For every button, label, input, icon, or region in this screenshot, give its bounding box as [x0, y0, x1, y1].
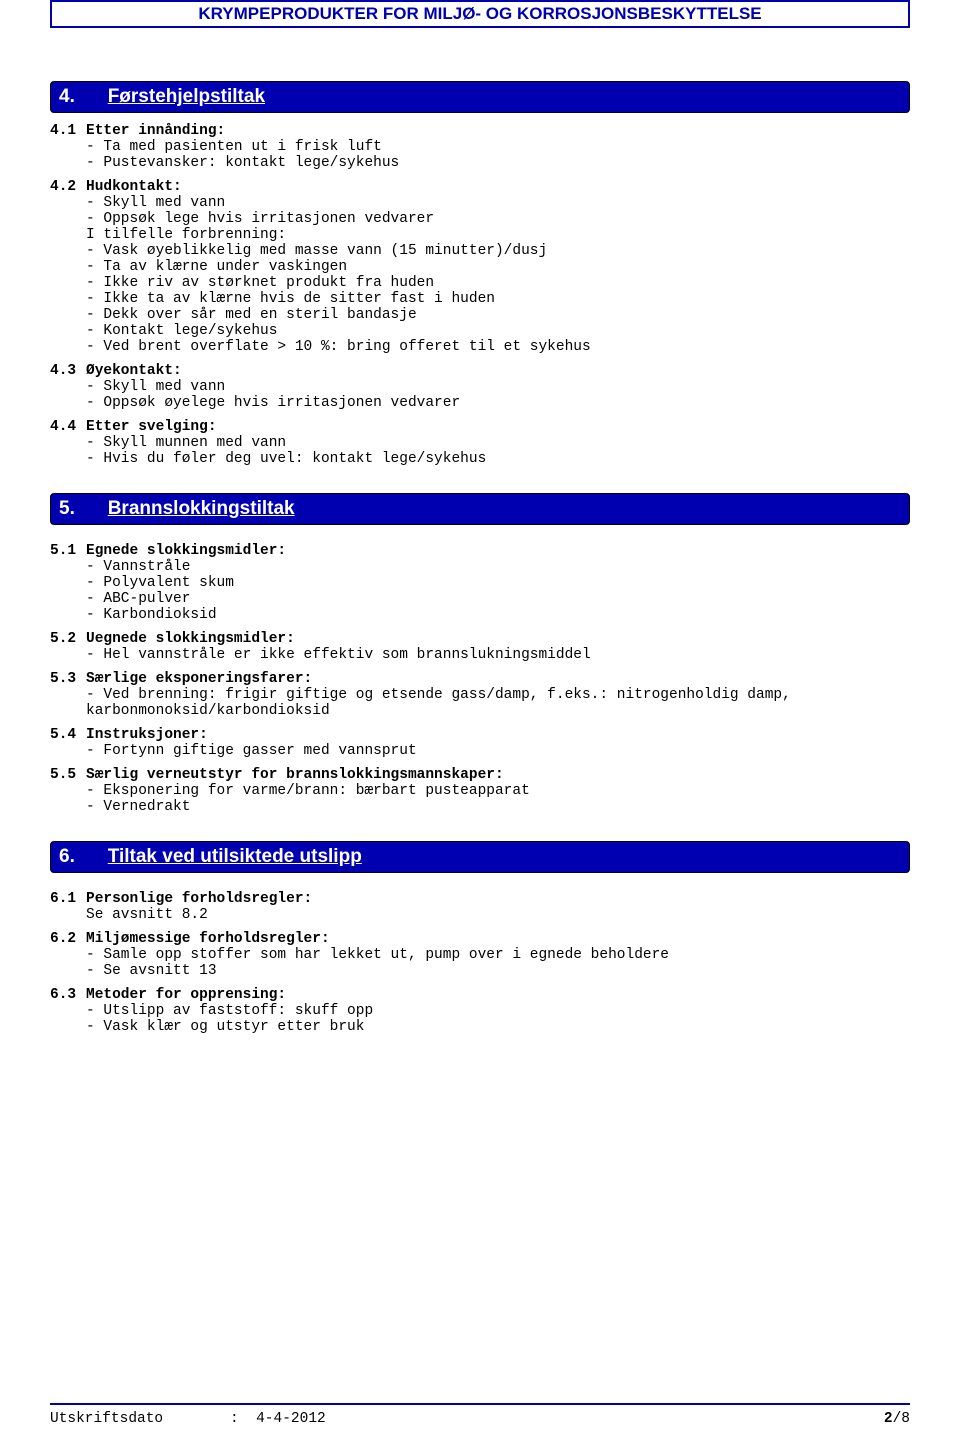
list-item: - Ta med pasienten ut i frisk luft [86, 139, 910, 155]
sub-5-3-num: 5.3 [50, 671, 86, 687]
sub-6-3-label: Metoder for opprensing: [86, 987, 286, 1003]
sub-4-1-label: Etter innånding: [86, 123, 225, 139]
sub-5-5-num: 5.5 [50, 767, 86, 783]
list-item: - ABC-pulver [86, 591, 910, 607]
list-item: - Vannstråle [86, 559, 910, 575]
list-item: - Fortynn giftige gasser med vannsprut [86, 743, 910, 759]
sub-5-5: 5.5Særlig verneutstyr for brannslokkings… [50, 767, 910, 815]
sub-5-2-num: 5.2 [50, 631, 86, 647]
footer-date-label: Utskriftsdato [50, 1411, 230, 1427]
footer-page-current: 2 [884, 1411, 893, 1427]
list-item: - Ta av klærne under vaskingen [86, 259, 910, 275]
sub-5-1: 5.1Egnede slokkingsmidler: - Vannstråle … [50, 543, 910, 623]
sub-6-1-num: 6.1 [50, 891, 86, 907]
list-item: - Hvis du føler deg uvel: kontakt lege/s… [86, 451, 910, 467]
section-4-num: 4. [59, 86, 99, 108]
sub-4-4-label: Etter svelging: [86, 419, 217, 435]
section-6-num: 6. [59, 846, 99, 868]
sub-6-2-label: Miljømessige forholdsregler: [86, 931, 330, 947]
list-item: - Vask klær og utstyr etter bruk [86, 1019, 910, 1035]
sub-5-3: 5.3Særlige eksponeringsfarer: - Ved bren… [50, 671, 910, 719]
sub-6-2-num: 6.2 [50, 931, 86, 947]
sub-4-3-num: 4.3 [50, 363, 86, 379]
sub-6-3: 6.3Metoder for opprensing: - Utslipp av … [50, 987, 910, 1035]
list-item: - Hel vannstråle er ikke effektiv som br… [86, 647, 910, 663]
section-4-bar: 4. Førstehjelpstiltak [50, 81, 910, 113]
list-item: - Skyll munnen med vann [86, 435, 910, 451]
list-item: - Dekk over sår med en steril bandasje [86, 307, 910, 323]
list-item: - Ikke riv av størknet produkt fra huden [86, 275, 910, 291]
page-header-title: KRYMPEPRODUKTER FOR MILJØ- OG KORROSJONS… [198, 4, 761, 23]
sub-5-4-label: Instruksjoner: [86, 727, 208, 743]
sub-4-1-num: 4.1 [50, 123, 86, 139]
sub-4-4: 4.4Etter svelging: - Skyll munnen med va… [50, 419, 910, 467]
content: 4. Førstehjelpstiltak 4.1Etter innånding… [0, 28, 960, 1103]
sub-4-3-label: Øyekontakt: [86, 363, 182, 379]
section-5-bar: 5. Brannslokkingstiltak [50, 493, 910, 525]
sub-6-3-num: 6.3 [50, 987, 86, 1003]
sub-6-1-label: Personlige forholdsregler: [86, 891, 312, 907]
list-item: - Ved brenning: frigir giftige og etsend… [86, 687, 910, 719]
page-footer: Utskriftsdato : 4-4-2012 2/8 [50, 1403, 910, 1427]
list-item: - Karbondioksid [86, 607, 910, 623]
section-5-num: 5. [59, 498, 99, 520]
sub-4-1: 4.1Etter innånding: - Ta med pasienten u… [50, 123, 910, 171]
page-header: KRYMPEPRODUKTER FOR MILJØ- OG KORROSJONS… [50, 0, 910, 28]
sub-4-2: 4.2Hudkontakt: - Skyll med vann - Oppsøk… [50, 179, 910, 355]
sub-4-4-num: 4.4 [50, 419, 86, 435]
sub-5-5-label: Særlig verneutstyr for brannslokkingsman… [86, 767, 504, 783]
list-item: - Oppsøk lege hvis irritasjonen vedvarer [86, 211, 910, 227]
footer-page-sep: / [893, 1411, 902, 1427]
list-item: - Kontakt lege/sykehus [86, 323, 910, 339]
section-6-title: Tiltak ved utilsiktede utslipp [108, 846, 362, 867]
list-item: - Se avsnitt 13 [86, 963, 910, 979]
list-item: - Vernedrakt [86, 799, 910, 815]
sub-5-3-label: Særlige eksponeringsfarer: [86, 671, 312, 687]
footer-page-total: 8 [901, 1411, 910, 1427]
section-4-title: Førstehjelpstiltak [108, 86, 265, 107]
sub-5-1-label: Egnede slokkingsmidler: [86, 543, 286, 559]
list-item: - Oppsøk øyelege hvis irritasjonen vedva… [86, 395, 910, 411]
footer-page: 2/8 [884, 1411, 910, 1427]
sub-6-1-text: Se avsnitt 8.2 [86, 907, 910, 923]
sub-6-1: 6.1Personlige forholdsregler: Se avsnitt… [50, 891, 910, 923]
list-item: - Utslipp av faststoff: skuff opp [86, 1003, 910, 1019]
sub-4-2-label: Hudkontakt: [86, 179, 182, 195]
sub-4-2-sublabel: I tilfelle forbrenning: [86, 227, 910, 243]
list-item: - Skyll med vann [86, 379, 910, 395]
list-item: - Samle opp stoffer som har lekket ut, p… [86, 947, 910, 963]
list-item: - Ved brent overflate > 10 %: bring offe… [86, 339, 910, 355]
section-5-title: Brannslokkingstiltak [108, 498, 295, 519]
footer-colon: : [230, 1411, 239, 1427]
sub-5-2: 5.2Uegnede slokkingsmidler: - Hel vannst… [50, 631, 910, 663]
list-item: - Ikke ta av klærne hvis de sitter fast … [86, 291, 910, 307]
list-item: - Skyll med vann [86, 195, 910, 211]
section-6-bar: 6. Tiltak ved utilsiktede utslipp [50, 841, 910, 873]
sub-6-2: 6.2Miljømessige forholdsregler: - Samle … [50, 931, 910, 979]
sub-5-2-label: Uegnede slokkingsmidler: [86, 631, 295, 647]
list-item: - Polyvalent skum [86, 575, 910, 591]
list-item: - Eksponering for varme/brann: bærbart p… [86, 783, 910, 799]
sub-5-1-num: 5.1 [50, 543, 86, 559]
sub-4-3: 4.3Øyekontakt: - Skyll med vann - Oppsøk… [50, 363, 910, 411]
sub-5-4-num: 5.4 [50, 727, 86, 743]
footer-date: 4-4-2012 [256, 1411, 326, 1427]
list-item: - Vask øyeblikkelig med masse vann (15 m… [86, 243, 910, 259]
sub-4-2-num: 4.2 [50, 179, 86, 195]
sub-5-4: 5.4Instruksjoner: - Fortynn giftige gass… [50, 727, 910, 759]
list-item: - Pustevansker: kontakt lege/sykehus [86, 155, 910, 171]
